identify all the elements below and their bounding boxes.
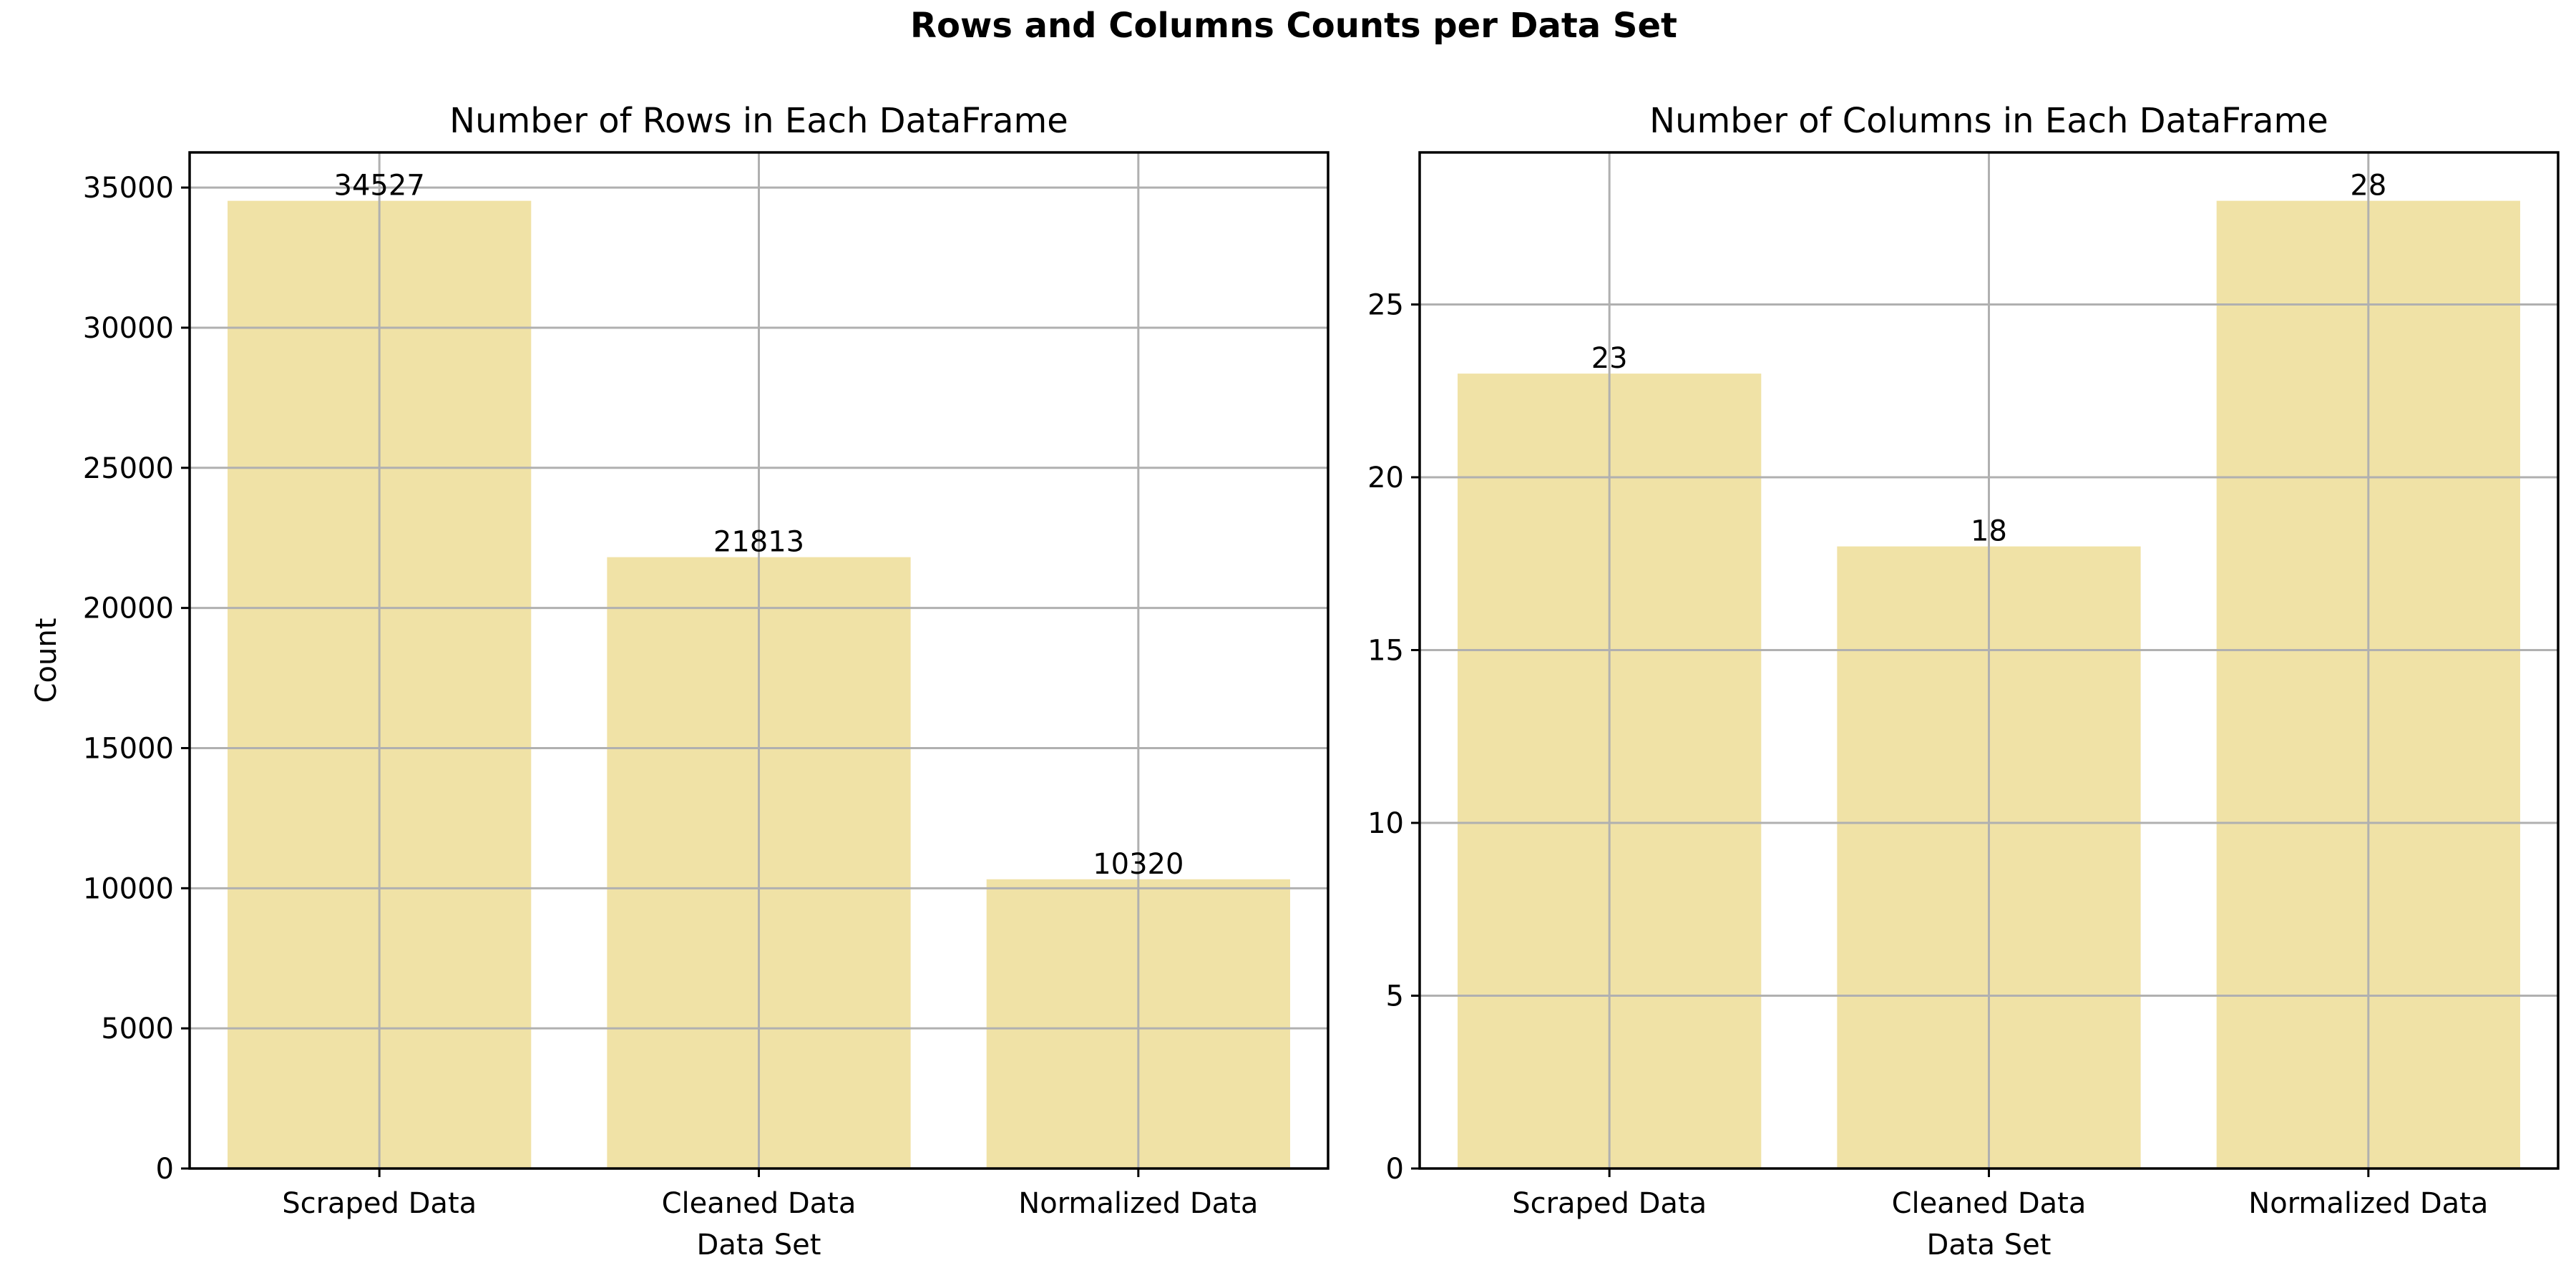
x-tick-label: Normalized Data — [2248, 1187, 2488, 1220]
x-tick-label: Normalized Data — [1018, 1187, 1258, 1220]
y-tick-label: 25 — [1367, 289, 1404, 322]
x-axis-label: Data Set — [1927, 1229, 2051, 1262]
data-label: 10320 — [1093, 848, 1184, 881]
y-tick-label: 0 — [1386, 1153, 1404, 1186]
y-tick-label: 10 — [1367, 807, 1404, 840]
y-tick-label: 15000 — [83, 732, 174, 765]
x-tick-label: Scraped Data — [1512, 1187, 1707, 1220]
y-tick-label: 0 — [156, 1153, 174, 1186]
figure-title: Rows and Columns Counts per Data Set — [910, 6, 1677, 46]
y-tick-label: 5000 — [101, 1013, 174, 1045]
data-label: 21813 — [713, 526, 804, 559]
data-label: 18 — [1971, 515, 2007, 548]
x-tick-label: Cleaned Data — [1892, 1187, 2087, 1220]
y-tick-label: 25000 — [83, 452, 174, 485]
y-tick-label: 20000 — [83, 592, 174, 625]
y-tick-label: 20 — [1367, 462, 1404, 494]
chart-title: Number of Rows in Each DataFrame — [449, 101, 1068, 141]
y-tick-label: 15 — [1367, 635, 1404, 668]
rows-chart-panel: Number of Rows in Each DataFrame 34527 218… — [30, 101, 1330, 1262]
y-tick-label: 30000 — [83, 312, 174, 345]
x-tick-label: Cleaned Data — [662, 1187, 857, 1220]
data-label: 34527 — [334, 170, 425, 203]
y-tick-label: 35000 — [83, 172, 174, 205]
y-tick-label: 5 — [1386, 980, 1404, 1013]
y-tick-label: 10000 — [83, 872, 174, 905]
y-axis-label: Count — [30, 618, 63, 703]
x-tick-label: Scraped Data — [282, 1187, 477, 1220]
data-label: 23 — [1591, 342, 1628, 375]
data-label: 28 — [2350, 170, 2386, 203]
chart-title: Number of Columns in Each DataFrame — [1649, 101, 2328, 141]
x-axis-label: Data Set — [697, 1229, 821, 1262]
columns-chart-panel: Number of Columns in Each DataFrame 23 18 2… — [1367, 101, 2560, 1262]
